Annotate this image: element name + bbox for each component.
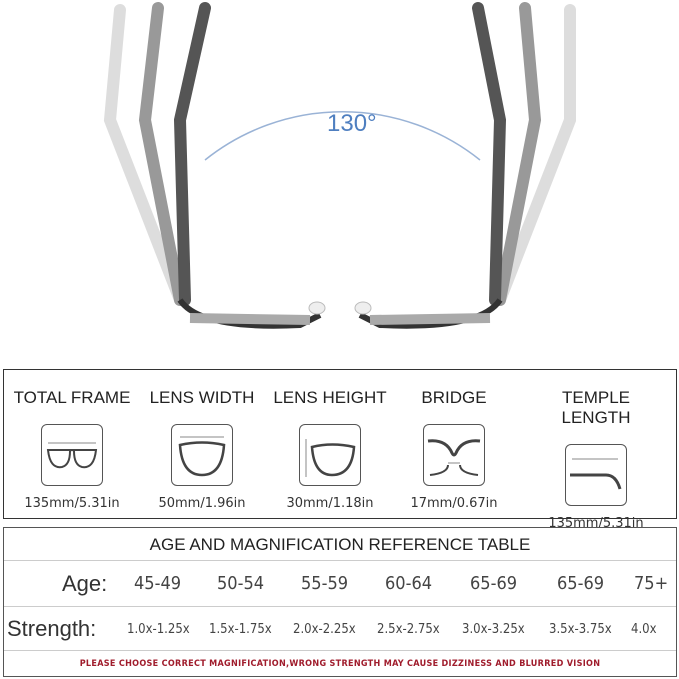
age-cell: 55-59 [301, 573, 349, 594]
strength-row: Strength: 1.0x-1.25x 1.5x-1.75x 2.0x-2.25x… [4, 607, 676, 651]
temple-length-icon [565, 444, 627, 506]
dimension-value: 17mm/0.67in [410, 496, 498, 511]
age-row: Age: 45-49 50-54 55-59 60-64 65-69 65-69 75+ [4, 561, 676, 607]
magnification-reference-table: AGE AND MAGNIFICATION REFERENCE TABLE Ag… [3, 527, 677, 677]
bridge-icon [423, 424, 485, 486]
age-cell: 65-69 [470, 573, 518, 594]
dimension-title: LENS HEIGHT [273, 388, 387, 407]
age-cell: 50-54 [217, 573, 265, 594]
strength-cell: 3.0x-3.25x [462, 622, 525, 637]
strength-cell: 3.5x-3.75x [549, 622, 612, 637]
frame-dimensions-panel: TOTAL FRAME 135mm/5.31in LENS WIDTH 50mm… [2, 369, 677, 531]
dimension-total-frame: TOTAL FRAME 135mm/5.31in [2, 388, 142, 511]
strength-label: Strength: [7, 616, 97, 641]
strength-cell: 2.5x-2.75x [377, 622, 440, 637]
strength-cell: 1.5x-1.75x [209, 622, 272, 637]
warning-text: PLEASE CHOOSE CORRECT MAGNIFICATION,WRON… [79, 659, 601, 669]
dimension-value: 30mm/1.18in [286, 496, 374, 511]
dimension-title: LENS WIDTH [149, 388, 255, 407]
hinge-angle-label: 130° [327, 110, 377, 137]
age-label: Age: [62, 571, 108, 596]
dimension-title: BRIDGE [421, 388, 487, 407]
glasses-hinge-illustration [103, 2, 576, 329]
age-cell: 45-49 [134, 573, 182, 594]
dimension-value: 50mm/1.96in [158, 496, 246, 511]
table-title: AGE AND MAGNIFICATION REFERENCE TABLE [4, 528, 676, 561]
dimension-lens-width: LENS WIDTH 50mm/1.96in [132, 388, 272, 511]
strength-cell: 4.0x [631, 622, 657, 637]
age-cell: 60-64 [385, 573, 433, 594]
total-frame-icon [41, 424, 103, 486]
dimension-value: 135mm/5.31in [24, 496, 120, 511]
lens-width-icon [171, 424, 233, 486]
dimension-lens-height: LENS HEIGHT 30mm/1.18in [260, 388, 400, 511]
age-cell: 75+ [634, 573, 669, 594]
dimension-title: TEMPLE LENGTH [561, 388, 631, 427]
strength-cell: 1.0x-1.25x [127, 622, 190, 637]
strength-cell: 2.0x-2.25x [293, 622, 356, 637]
dimension-title: TOTAL FRAME [13, 388, 131, 407]
dimension-temple-length: TEMPLE LENGTH 135mm/5.31in [526, 388, 666, 531]
dimension-bridge: BRIDGE 17mm/0.67in [384, 388, 524, 511]
age-cell: 65-69 [557, 573, 605, 594]
lens-height-icon [299, 424, 361, 486]
